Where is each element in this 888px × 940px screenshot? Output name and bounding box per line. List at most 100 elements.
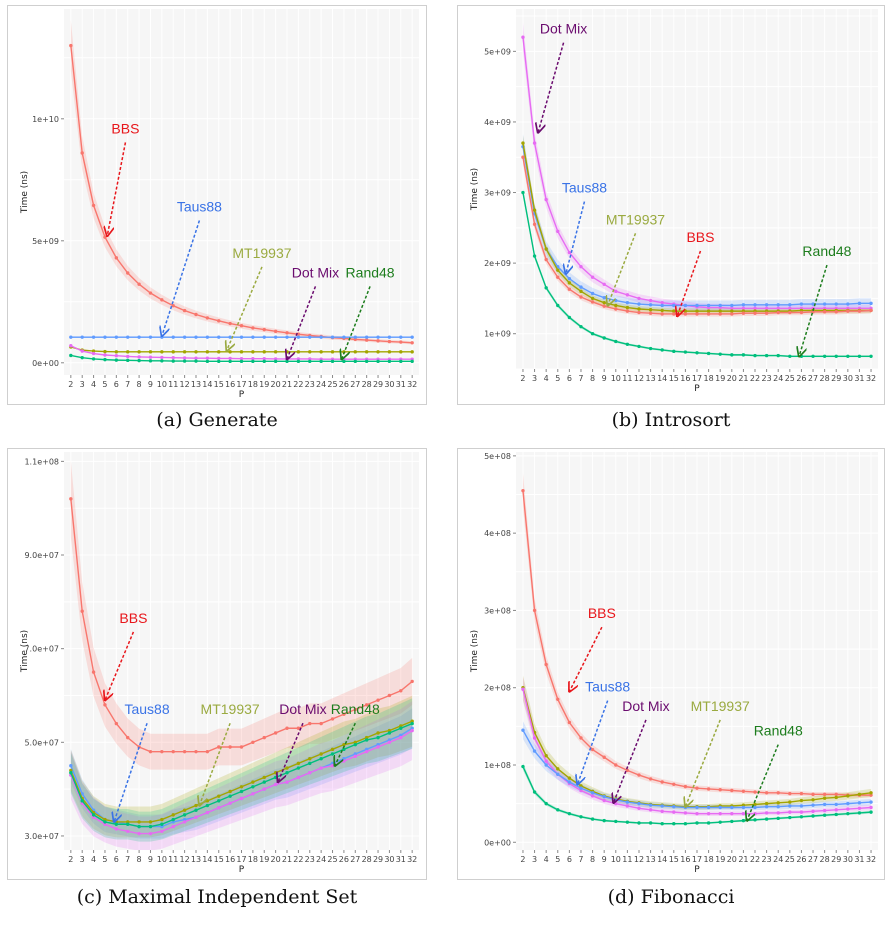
point-dot-mix	[834, 808, 838, 812]
annotation-label-dot-mix: Dot Mix	[540, 21, 587, 37]
point-mt19937	[811, 798, 815, 802]
point-taus88	[834, 802, 838, 807]
x-tick-label: 5	[555, 855, 560, 864]
point-rand48	[319, 756, 323, 761]
point-rand48	[296, 359, 301, 364]
x-tick-label: 14	[657, 855, 667, 864]
point-rand48	[567, 315, 572, 320]
point-mt19937	[602, 300, 606, 305]
point-taus88	[182, 817, 187, 822]
point-rand48	[217, 359, 221, 364]
annotation-arrow-bbs	[105, 631, 135, 700]
x-tick-label: 28	[362, 380, 372, 389]
annotation-label-taus88: Taus88	[124, 701, 169, 717]
annotation-arrow-taus88	[162, 220, 201, 336]
point-dot-mix	[625, 293, 630, 297]
x-tick-label: 23	[305, 380, 315, 389]
point-bbs	[387, 693, 392, 698]
point-taus88	[834, 302, 838, 306]
x-tick-label: 27	[808, 855, 818, 864]
point-dot-mix	[614, 801, 618, 806]
x-tick-label: 22	[293, 855, 303, 864]
point-bbs	[602, 755, 606, 759]
point-taus88	[171, 820, 175, 824]
point-rand48	[308, 359, 312, 364]
point-dot-mix	[788, 306, 792, 310]
point-dot-mix	[251, 792, 255, 796]
point-dot-mix	[160, 829, 164, 833]
point-rand48	[114, 822, 119, 826]
point-rand48	[706, 821, 711, 825]
point-mt19937	[171, 813, 175, 817]
point-rand48	[822, 813, 827, 817]
point-taus88	[205, 335, 210, 339]
point-rand48	[228, 359, 232, 364]
y-tick-label: 1e+10	[32, 115, 59, 124]
point-dot-mix	[148, 355, 153, 359]
point-mt19937	[239, 785, 244, 789]
point-mt19937	[319, 752, 323, 756]
annotation-label-mt19937: MT19937	[201, 701, 260, 717]
point-rand48	[672, 349, 676, 354]
x-tick-label: 18	[704, 855, 714, 864]
point-rand48	[567, 811, 572, 816]
point-mt19937	[296, 761, 301, 766]
point-taus88	[273, 335, 278, 339]
point-dot-mix	[353, 754, 357, 759]
point-taus88	[822, 302, 827, 306]
point-mt19937	[205, 350, 210, 354]
point-mt19937	[251, 780, 255, 784]
point-bbs	[182, 308, 187, 313]
x-tick-label: 25	[785, 855, 795, 864]
point-dot-mix	[730, 811, 734, 816]
point-rand48	[160, 359, 164, 363]
point-bbs	[648, 777, 653, 781]
point-bbs	[706, 787, 711, 791]
x-tick-label: 16	[680, 374, 690, 383]
x-tick-label: 20	[271, 380, 281, 389]
annotation-arrow-mt19937	[608, 233, 637, 305]
point-bbs	[273, 329, 278, 334]
x-tick-label: 21	[282, 380, 292, 389]
point-rand48	[285, 359, 289, 364]
point-taus88	[753, 805, 757, 810]
point-taus88	[69, 764, 73, 768]
x-tick-label: 4	[544, 374, 549, 383]
point-bbs	[625, 768, 630, 773]
x-tick-label: 30	[384, 855, 394, 864]
point-taus88	[660, 804, 664, 808]
annotation-arrow-dot-mix	[287, 286, 317, 359]
point-rand48	[80, 799, 84, 803]
point-rand48	[579, 324, 583, 329]
point-bbs	[672, 782, 676, 787]
point-rand48	[160, 822, 164, 826]
x-tick-label: 8	[590, 855, 595, 864]
point-mt19937	[205, 799, 210, 803]
point-dot-mix	[194, 815, 198, 819]
point-dot-mix	[788, 810, 792, 814]
x-tick-label: 3	[532, 855, 537, 864]
point-rand48	[69, 353, 73, 358]
point-rand48	[799, 815, 804, 819]
point-bbs	[194, 749, 198, 754]
point-taus88	[590, 791, 595, 795]
x-tick-label: 29	[373, 855, 383, 864]
point-taus88	[764, 303, 769, 307]
x-tick-label: 10	[611, 374, 621, 383]
point-bbs	[753, 790, 757, 794]
point-bbs	[753, 311, 757, 315]
x-tick-label: 29	[831, 374, 841, 383]
point-mt19937	[296, 350, 301, 354]
point-dot-mix	[194, 356, 198, 360]
point-bbs	[788, 310, 792, 315]
point-dot-mix	[730, 306, 734, 310]
point-dot-mix	[410, 728, 414, 733]
point-mt19937	[319, 350, 323, 354]
point-taus88	[556, 772, 560, 776]
x-tick-label: 3	[532, 374, 537, 383]
x-tick-label: 16	[225, 380, 235, 389]
chart-maximal-independent-set: 3.0e+075.0e+077.0e+079.0e+071.1e+082 3 4 5 6…	[7, 448, 427, 880]
x-tick-label: 10	[157, 855, 167, 864]
x-tick-label: 9	[148, 855, 153, 864]
point-bbs	[262, 735, 266, 740]
